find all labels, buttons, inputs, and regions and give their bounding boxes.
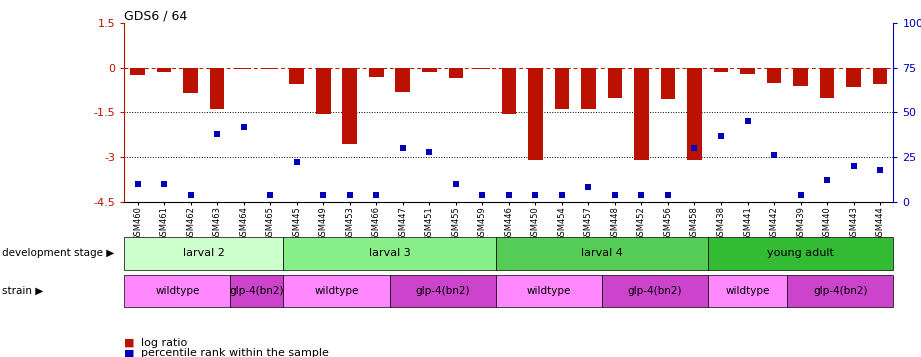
Bar (395, 68, 410, 92)
Point (687, 145, 702, 151)
Bar (369, 68, 383, 77)
Bar (635, 68, 648, 160)
Text: glp-4(bn2): glp-4(bn2) (627, 286, 682, 296)
Bar (343, 68, 357, 144)
Point (262, 192, 277, 197)
Bar (714, 68, 729, 72)
Point (581, 185, 596, 190)
Point (501, 192, 516, 197)
Point (554, 192, 569, 197)
Bar (767, 68, 781, 83)
Text: glp-4(bn2): glp-4(bn2) (813, 286, 868, 296)
Bar (475, 68, 490, 69)
Text: wildtype: wildtype (726, 286, 770, 296)
Bar (554, 68, 569, 110)
Text: wildtype: wildtype (155, 286, 200, 296)
Text: GDS6 / 64: GDS6 / 64 (124, 9, 188, 22)
Bar (502, 68, 516, 114)
Bar (846, 68, 861, 87)
Bar (528, 68, 542, 160)
Text: larval 4: larval 4 (581, 248, 623, 258)
Text: log ratio: log ratio (141, 338, 187, 348)
Text: development stage ▶: development stage ▶ (2, 248, 114, 258)
Point (793, 192, 808, 197)
Point (714, 133, 729, 139)
Text: larval 2: larval 2 (183, 248, 225, 258)
Point (183, 192, 198, 197)
Bar (820, 68, 834, 97)
Point (475, 192, 490, 197)
Point (846, 163, 861, 169)
Point (422, 149, 437, 155)
Bar (183, 68, 198, 93)
Point (343, 192, 357, 197)
Text: glp-4(bn2): glp-4(bn2) (415, 286, 470, 296)
Bar (873, 68, 888, 84)
Point (395, 145, 410, 151)
Point (237, 124, 251, 130)
Text: strain ▶: strain ▶ (2, 286, 43, 296)
Point (369, 192, 384, 197)
Point (766, 152, 781, 158)
Text: glp-4(bn2): glp-4(bn2) (229, 286, 285, 296)
Text: larval 3: larval 3 (368, 248, 411, 258)
Bar (687, 68, 702, 160)
Bar (660, 68, 675, 99)
Point (157, 181, 171, 187)
Bar (237, 68, 251, 69)
Text: ■: ■ (124, 348, 134, 357)
Bar (422, 68, 437, 72)
Point (528, 192, 542, 197)
Point (740, 119, 755, 124)
Text: percentile rank within the sample: percentile rank within the sample (141, 348, 329, 357)
Point (873, 167, 888, 172)
Bar (793, 68, 808, 86)
Bar (157, 68, 171, 72)
Point (820, 177, 834, 183)
Point (289, 160, 304, 165)
Bar (449, 68, 463, 78)
Text: ■: ■ (124, 338, 134, 348)
Point (449, 181, 463, 187)
Point (660, 192, 675, 197)
Text: wildtype: wildtype (314, 286, 358, 296)
Point (634, 192, 648, 197)
Text: young adult: young adult (767, 248, 834, 258)
Bar (581, 68, 596, 110)
Text: wildtype: wildtype (527, 286, 571, 296)
Bar (262, 68, 277, 69)
Bar (316, 68, 331, 114)
Bar (289, 68, 304, 84)
Bar (740, 68, 755, 74)
Point (130, 181, 145, 187)
Point (608, 192, 623, 197)
Bar (130, 68, 145, 75)
Point (316, 192, 331, 197)
Bar (608, 68, 623, 97)
Point (210, 131, 225, 137)
Bar (210, 68, 225, 110)
